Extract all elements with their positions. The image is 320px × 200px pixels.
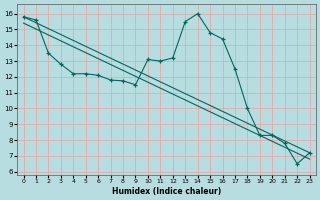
X-axis label: Humidex (Indice chaleur): Humidex (Indice chaleur): [112, 187, 221, 196]
